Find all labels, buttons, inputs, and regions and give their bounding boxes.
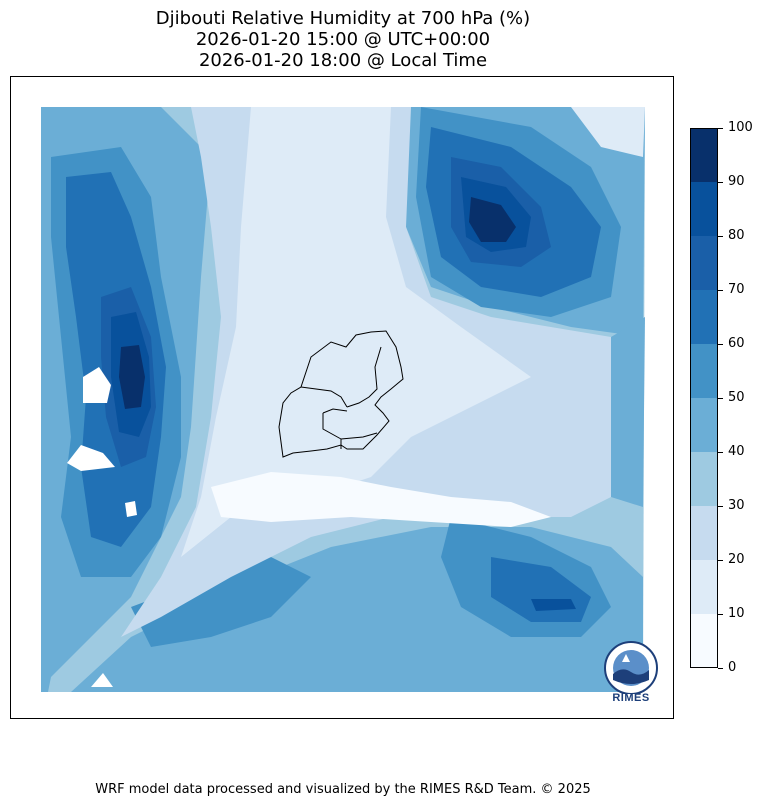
colorbar-tick-label-20: 20 <box>728 552 745 567</box>
colorbar-bin-4 <box>690 398 718 452</box>
colorbar-tick-60 <box>718 343 723 345</box>
colorbar-bin-8 <box>690 182 718 236</box>
title-line-3: 2026-01-20 18:00 @ Local Time <box>198 50 488 71</box>
colorbar-tick-label-30: 30 <box>728 498 745 513</box>
colorbar-tick-80 <box>718 235 723 237</box>
colorbar-tick-label-10: 10 <box>728 606 745 621</box>
colorbar-border <box>690 128 718 668</box>
colorbar-tick-100 <box>718 127 723 129</box>
missing-data-patches <box>67 367 137 687</box>
colorbar-tick-label-60: 60 <box>728 336 745 351</box>
colorbar-tick-40 <box>718 451 723 453</box>
contour-0-10 <box>211 472 551 527</box>
djibouti-boundary <box>278 330 404 458</box>
colorbar-tick-label-40: 40 <box>728 444 745 459</box>
colorbar-bin-7 <box>690 236 718 290</box>
title-line-1: Djibouti Relative Humidity at 700 hPa (%… <box>155 8 531 29</box>
colorbar-tick-10 <box>718 613 723 615</box>
colorbar-bins <box>690 128 718 668</box>
colorbar-tick-0 <box>718 667 723 669</box>
colorbar-bin-9 <box>690 128 718 182</box>
colorbar-bin-0 <box>690 614 718 668</box>
colorbar-tick-label-0: 0 <box>728 660 737 675</box>
contour-90-100 <box>119 197 516 409</box>
colorbar-tick-90 <box>718 181 723 183</box>
colorbar-tick-label-90: 90 <box>728 174 745 189</box>
colorbar <box>690 128 718 668</box>
chart-title: Djibouti Relative Humidity at 700 hPa (%… <box>0 8 686 71</box>
colorbar-tick-label-50: 50 <box>728 390 745 405</box>
colorbar-tick-label-100: 100 <box>728 120 753 135</box>
map-panel <box>10 76 674 719</box>
contour-10-20 <box>181 107 645 557</box>
colorbar-tick-label-80: 80 <box>728 228 745 243</box>
colorbar-bin-6 <box>690 290 718 344</box>
colorbar-tick-50 <box>718 397 723 399</box>
colorbar-tick-20 <box>718 559 723 561</box>
rimes-logo: RIMES <box>600 640 662 706</box>
colorbar-bin-3 <box>690 452 718 506</box>
colorbar-bin-5 <box>690 344 718 398</box>
humidity-contour-map <box>41 107 645 692</box>
colorbar-tick-label-70: 70 <box>728 282 745 297</box>
title-line-2: 2026-01-20 15:00 @ UTC+00:00 <box>195 29 491 50</box>
colorbar-tick-30 <box>718 505 723 507</box>
logo-label: RIMES <box>612 692 650 704</box>
rimes-emblem-icon <box>604 641 658 695</box>
colorbar-bin-2 <box>690 506 718 560</box>
colorbar-bin-1 <box>690 560 718 614</box>
colorbar-tick-70 <box>718 289 723 291</box>
footer-credit: WRF model data processed and visualized … <box>95 782 591 797</box>
